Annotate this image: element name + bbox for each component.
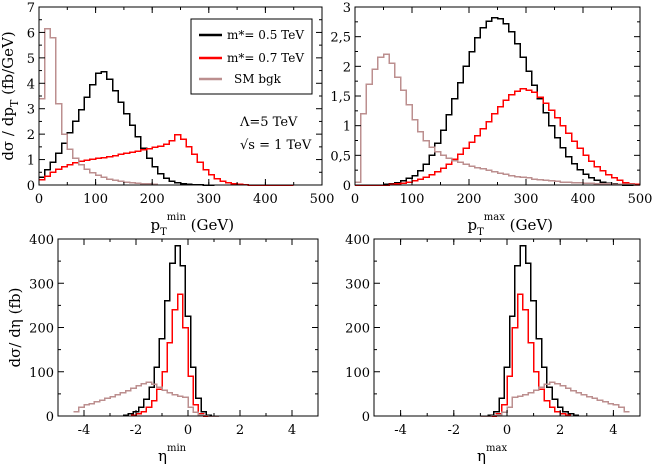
- y-tick-label: 0: [27, 179, 35, 194]
- x-axis-label: pTmin (GeV): [151, 212, 235, 238]
- legend-label-black: m*= 0.5 TeV: [227, 28, 304, 42]
- y-tick-label: 1: [343, 120, 351, 135]
- x-axis-label: ηmin: [158, 443, 187, 465]
- x-tick-label: 0: [503, 423, 511, 438]
- y-tick-label: 0: [46, 410, 54, 425]
- x-tick-label: 200: [140, 192, 165, 207]
- x-tick-label: -4: [78, 423, 91, 438]
- annotation-lambda: Λ=5 TeV: [239, 115, 298, 130]
- x-tick-label: 200: [457, 192, 482, 207]
- legend-box: [190, 18, 313, 95]
- x-tick-label: -4: [394, 423, 407, 438]
- y-tick-label: 100: [29, 366, 54, 381]
- x-tick-label: 2: [556, 423, 564, 438]
- series-ptmax-m-0-7-tev: [355, 88, 640, 186]
- x-tick-label: 400: [253, 192, 278, 207]
- x-axis-label: pTmax (GeV): [468, 212, 554, 238]
- x-axis-label: ηmax: [477, 443, 507, 465]
- series-ptmax-sm-bgk: [355, 53, 640, 186]
- series-ptmax-m-0-5-tev: [355, 16, 640, 186]
- x-tick-label: 0: [184, 423, 192, 438]
- y-tick-label: 100: [345, 366, 370, 381]
- series-etamin-m-0-5-tev: [123, 244, 217, 417]
- x-tick-label: 4: [609, 423, 617, 438]
- x-tick-label: 2: [236, 423, 244, 438]
- y-tick-label: 300: [345, 277, 370, 292]
- y-tick-label: 1,5: [330, 90, 351, 105]
- y-tick-label: 2: [343, 60, 351, 75]
- x-tick-label: 0: [35, 192, 43, 207]
- x-tick-label: 0: [351, 192, 359, 207]
- panel-pt-min: 0 100 200 300 400 500 0 1 2 3 4 5 6 7 pTmin (GeV) dσ / …: [0, 1, 334, 238]
- y-tick-label: 400: [29, 233, 54, 248]
- series-ptmin-m-0-5-tev: [39, 71, 215, 186]
- annotation-sqrt-s: √s = 1 TeV: [240, 138, 312, 153]
- panel-pt-max: 0 100 200 300 400 500 0 0,5 1 1,5 2 2,5 3 pTmax (GeV): [330, 1, 652, 238]
- y-tick-label: 0: [362, 410, 370, 425]
- x-tick-label: -2: [447, 423, 460, 438]
- series-etamin-sm-bgk: [73, 381, 220, 417]
- y-tick-label: 2: [27, 128, 35, 143]
- legend-label-bgk: SM bgk: [234, 72, 282, 86]
- x-tick-label: 500: [628, 192, 653, 207]
- y-tick-label: 5: [27, 52, 35, 67]
- y-tick-label: 7: [27, 1, 35, 16]
- y-axis-label: dσ / dpT (fb/GeV): [0, 31, 21, 160]
- y-tick-label: 3: [343, 1, 351, 16]
- series-etamin-m-0-7-tev: [130, 293, 209, 417]
- x-tick-label: 4: [288, 423, 296, 438]
- x-tick-label: 300: [196, 192, 221, 207]
- x-tick-label: 100: [400, 192, 425, 207]
- x-tick-label: 100: [83, 192, 108, 207]
- y-axis-label: dσ/ dη (fb): [6, 288, 24, 368]
- series-etamax-m-0-5-tev: [483, 244, 579, 417]
- series-etamax-sm-bgk: [480, 381, 630, 417]
- x-tick-label: 500: [310, 192, 335, 207]
- y-tick-label: 0: [343, 179, 351, 194]
- y-tick-label: 4: [27, 77, 35, 92]
- plot-frame-ptmax: [354, 6, 641, 186]
- y-tick-label: 400: [345, 233, 370, 248]
- x-tick-label: -2: [130, 423, 143, 438]
- series-etamax-m-0-7-tev: [491, 293, 571, 417]
- panel-eta-min: -4 -2 0 2 4 0 100 200 300 400 ηmin dσ/ dη (fb): [6, 233, 319, 465]
- y-tick-label: 200: [29, 322, 54, 337]
- y-tick-label: 200: [345, 322, 370, 337]
- x-tick-label: 400: [571, 192, 596, 207]
- legend: m*= 0.5 TeV m*= 0.7 TeV SM bgk: [190, 18, 313, 95]
- legend-label-red: m*= 0.7 TeV: [227, 51, 304, 65]
- y-tick-label: 0,5: [330, 149, 351, 164]
- y-tick-label: 2,5: [330, 31, 351, 46]
- y-tick-label: 3: [27, 103, 35, 118]
- series-ptmin-sm-bgk: [39, 27, 158, 185]
- y-tick-label: 300: [29, 277, 54, 292]
- y-tick-label: 1: [27, 154, 35, 169]
- x-tick-label: 300: [514, 192, 539, 207]
- panel-eta-max: -4 -2 0 2 4 0 100 200 300 400 ηmax: [345, 233, 641, 465]
- y-tick-label: 6: [27, 26, 35, 41]
